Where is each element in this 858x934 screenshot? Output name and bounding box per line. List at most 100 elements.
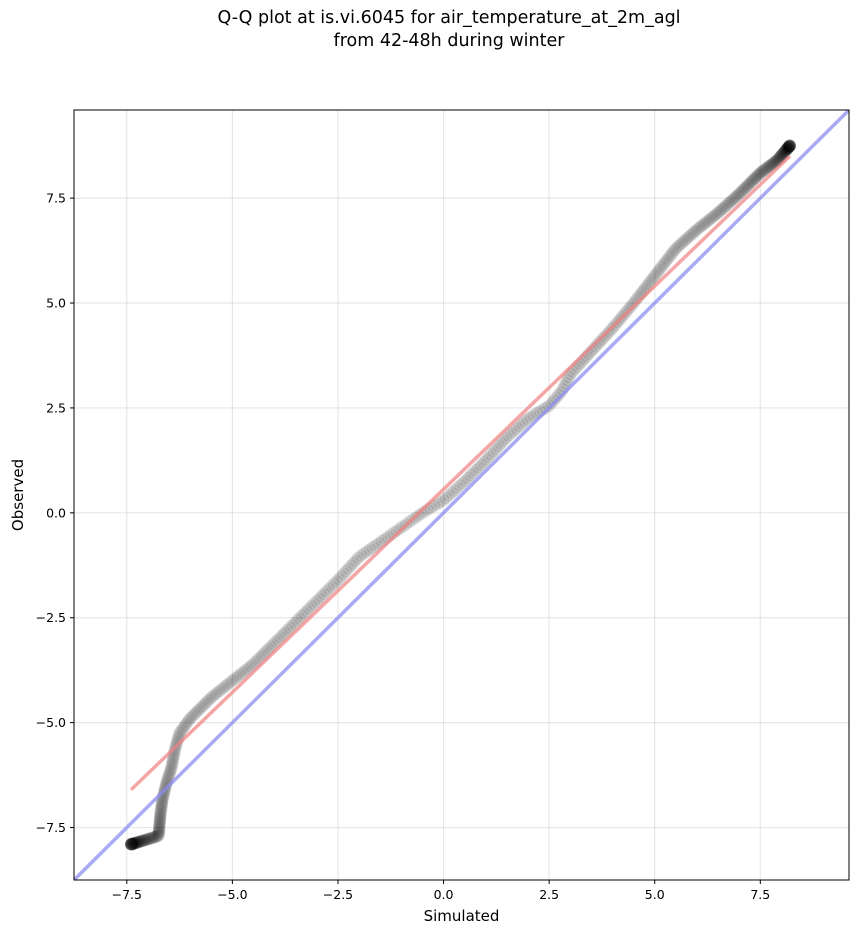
qq-point (782, 140, 795, 154)
qq-point (730, 190, 743, 203)
qq-point (357, 547, 371, 560)
qq-point (172, 728, 186, 742)
qq-point (152, 824, 166, 837)
qq-point (124, 838, 138, 851)
qq-point (448, 484, 461, 497)
qq-point (745, 175, 759, 188)
qq-point (683, 229, 697, 243)
qq-point (742, 178, 755, 192)
qq-point (499, 431, 513, 445)
qq-point (200, 696, 213, 709)
qq-point (782, 140, 796, 153)
qq-point (244, 660, 257, 673)
qq-point (782, 140, 796, 153)
qq-point (767, 157, 780, 170)
qq-point (727, 192, 740, 206)
qq-point (474, 458, 488, 472)
qq-point (658, 256, 671, 270)
x-axis-label: Simulated (424, 907, 500, 925)
qq-point (749, 171, 762, 185)
qq-point (124, 838, 138, 851)
qq-point (224, 675, 238, 688)
qq-point (154, 804, 168, 817)
qq-point (656, 259, 669, 272)
qq-point (485, 448, 498, 461)
qq-point (124, 838, 138, 851)
qq-point (665, 248, 678, 261)
qq-point (227, 673, 240, 687)
qq-point (155, 795, 169, 809)
qq-point (166, 754, 179, 767)
qq-point (472, 461, 485, 474)
qq-point (125, 838, 138, 851)
qq-point (778, 146, 791, 159)
qq-point (731, 188, 745, 202)
qq-point (747, 172, 761, 186)
x-tick-label: −5.0 (217, 887, 247, 902)
qq-point (155, 799, 168, 812)
qq-point (733, 187, 746, 201)
chart-title-line-2: from 42-48h during winter (333, 31, 565, 51)
qq-point (146, 831, 160, 844)
qq-point (196, 700, 209, 713)
qq-point (168, 745, 181, 758)
qq-point (305, 599, 318, 613)
qq-point (685, 227, 699, 241)
qq-point (131, 835, 145, 849)
qq-point (783, 139, 796, 153)
qq-point (327, 577, 341, 591)
qq-point (163, 767, 176, 780)
qq-point (134, 835, 147, 848)
qq-point (779, 144, 793, 157)
qq-point (763, 159, 776, 173)
y-axis-label: Observed (9, 459, 27, 531)
qq-point (676, 236, 689, 249)
qq-point (751, 169, 764, 182)
qq-point (783, 139, 796, 153)
qq-point (502, 429, 515, 442)
qq-point (773, 150, 787, 164)
qq-point (269, 635, 282, 649)
qq-point (698, 216, 712, 230)
qq-point (194, 702, 207, 715)
qq-point (151, 829, 164, 843)
qq-point (625, 298, 639, 312)
qq-point (127, 837, 140, 850)
qq-point (492, 440, 505, 453)
qq-point (539, 401, 553, 414)
qq-point (154, 802, 168, 816)
qq-point (490, 442, 503, 456)
qq-point (775, 149, 788, 162)
qq-point (505, 427, 518, 440)
qq-point (130, 836, 144, 849)
qq-point (139, 833, 152, 847)
qq-point (298, 607, 311, 620)
qq-point (738, 182, 751, 195)
x-tick-label: 0.0 (434, 887, 454, 902)
qq-point (173, 726, 187, 739)
qq-point (264, 640, 278, 653)
qq-point (164, 763, 178, 776)
qq-point (746, 173, 760, 187)
qq-point (689, 224, 702, 238)
qq-point (679, 233, 693, 246)
qq-point (445, 486, 458, 500)
qq-point (198, 698, 211, 711)
qq-point (152, 826, 165, 840)
qq-point (344, 559, 358, 572)
qq-point (135, 834, 149, 848)
qq-point (154, 809, 167, 822)
qq-point (775, 148, 788, 162)
qq-point (155, 801, 168, 814)
qq-point (653, 263, 666, 277)
qq-point (125, 837, 139, 851)
qq-point (552, 388, 565, 402)
qq-point (714, 204, 728, 217)
qq-point (215, 683, 228, 696)
qq-point (155, 797, 169, 811)
qq-point (649, 268, 662, 281)
qq-point (521, 412, 534, 425)
qq-point (782, 140, 795, 154)
qq-point (239, 664, 252, 677)
qq-point (128, 837, 141, 850)
